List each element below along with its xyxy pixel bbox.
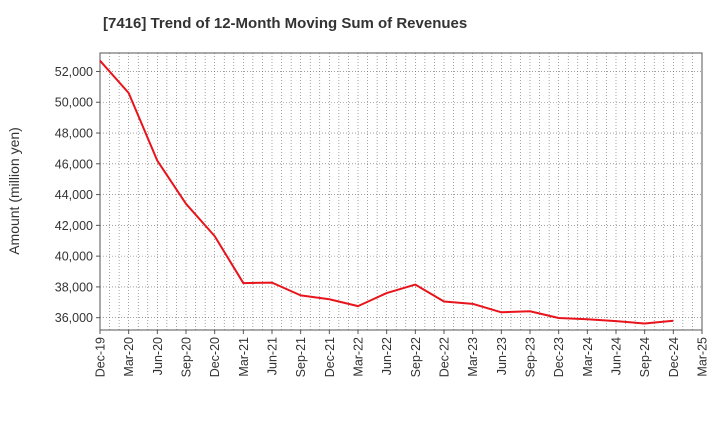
x-tick-label: Mar-25: [696, 337, 710, 377]
x-tick-label: Sep-22: [409, 337, 423, 377]
y-tick-label: 48,000: [55, 127, 93, 141]
x-tick-label: Jun-24: [610, 337, 624, 375]
x-tick-label: Sep-23: [524, 337, 538, 377]
x-tick-label: Jun-22: [380, 337, 394, 375]
x-tick-label: Dec-21: [323, 337, 337, 377]
y-tick-label: 40,000: [55, 250, 93, 264]
y-axis-ticks: 36,000 38,000 40,000 42,000 44,000 46,000 48,0…: [55, 65, 100, 325]
x-tick-label: Jun-20: [151, 337, 165, 375]
x-tick-label: Mar-24: [581, 337, 595, 377]
x-tick-label: Mar-23: [466, 337, 480, 377]
grid-lines: [100, 53, 702, 330]
plot-frame: [99, 52, 703, 331]
x-tick-label: Mar-21: [237, 337, 251, 377]
x-tick-label: Mar-22: [352, 337, 366, 377]
x-tick-label: Dec-24: [667, 337, 681, 377]
y-tick-label: 38,000: [55, 280, 93, 294]
x-tick-label: Sep-20: [180, 337, 194, 377]
plot-background: [100, 53, 702, 330]
chart-title: [7416] Trend of 12-Month Moving Sum of R…: [103, 15, 468, 32]
x-tick-label: Sep-21: [294, 337, 308, 377]
x-tick-label: Dec-23: [552, 337, 566, 377]
series-layer: [99, 60, 674, 325]
series-line: [99, 60, 674, 325]
x-tick-label: Dec-22: [438, 337, 452, 377]
y-axis-label: Amount (million yen): [6, 127, 22, 255]
x-tick-label: Mar-20: [122, 337, 136, 377]
x-tick-label: Dec-19: [94, 337, 108, 377]
y-tick-label: 46,000: [55, 157, 93, 171]
x-tick-label: Jun-21: [266, 337, 280, 375]
x-tick-label: Dec-20: [208, 337, 222, 377]
y-tick-label: 52,000: [55, 65, 93, 79]
y-tick-label: 36,000: [55, 311, 93, 325]
y-tick-label: 44,000: [55, 188, 93, 202]
x-tick-label: Sep-24: [638, 337, 652, 377]
x-tick-label: Jun-23: [495, 337, 509, 375]
y-tick-label: 42,000: [55, 219, 93, 233]
x-axis-ticks: Dec-19 Mar-20 Jun-20 Sep-20 Dec-20 Mar-21 Jun-…: [94, 330, 710, 377]
y-tick-label: 50,000: [55, 96, 93, 110]
